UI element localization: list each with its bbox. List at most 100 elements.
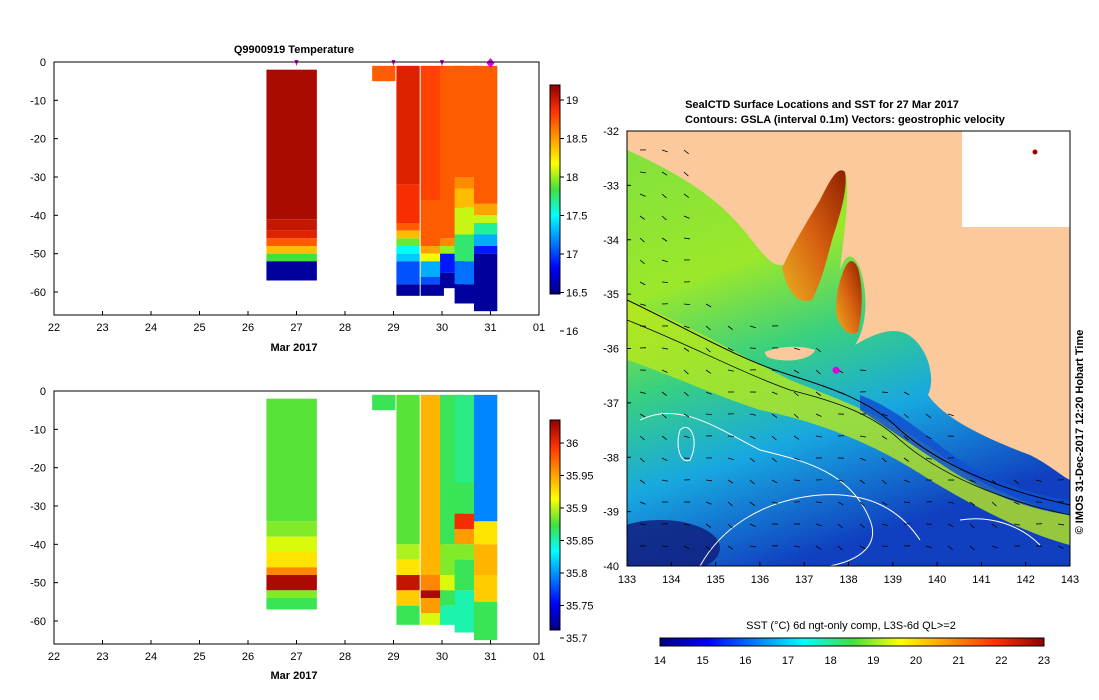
sal-profile-cell	[266, 590, 317, 598]
x-tick-label: 26	[242, 651, 254, 663]
x-tick-label: 31	[484, 322, 496, 334]
colorbar-label: 18.5	[566, 134, 587, 146]
velocity-vector	[991, 545, 998, 549]
salinity-colorbar-labels: 36 35.95 35.9 35.85 35.8 35.75 35.7	[560, 438, 594, 645]
velocity-vector	[859, 479, 866, 484]
velocity-vector	[727, 545, 734, 550]
sal-profile-cell	[454, 559, 478, 591]
temp-profile-cell	[396, 284, 420, 296]
lon-tick-label: 138	[839, 574, 857, 586]
y-tick-label: -60	[30, 616, 46, 628]
x-tick-label: 24	[145, 322, 157, 334]
velocity-vector	[705, 325, 711, 331]
spencer-gulf	[782, 170, 846, 302]
velocity-vector	[793, 545, 800, 548]
cold-water-patch	[627, 520, 720, 566]
temp-profile-cell	[396, 261, 420, 285]
temp-profile-cell	[420, 200, 444, 246]
map-panel: SealCTD Surface Locations and SST for 27…	[603, 99, 1086, 667]
sst-colorbar-label: 14	[654, 655, 666, 667]
cast-marker	[391, 60, 396, 66]
velocity-vector	[683, 435, 690, 439]
velocity-vector	[683, 215, 690, 219]
velocity-vector	[859, 457, 866, 461]
lon-tick-label: 136	[751, 574, 769, 586]
sal-profile-cell	[420, 613, 444, 625]
sst-colorbar-label: 16	[739, 655, 751, 667]
velocity-vector	[991, 523, 998, 528]
x-tick-label: 29	[387, 322, 399, 334]
temperature-cells	[266, 65, 498, 312]
velocity-vector	[683, 413, 690, 418]
sal-profile-cell	[420, 590, 444, 598]
x-tick-label: 28	[339, 322, 351, 334]
temp-profile-cell	[454, 188, 478, 208]
velocity-vector	[705, 413, 713, 416]
temp-profile-cell	[266, 238, 317, 246]
velocity-vector	[969, 501, 976, 506]
sal-profile-cell	[454, 529, 478, 545]
temp-profile-cell	[266, 261, 317, 281]
colorbar-label: 35.85	[566, 536, 594, 548]
lat-tick-label: -32	[603, 126, 619, 138]
y-tick-label: -40	[30, 539, 46, 551]
velocity-vector	[639, 237, 645, 243]
temp-profile-cell	[454, 284, 478, 304]
velocity-vector	[815, 435, 822, 438]
velocity-vector	[661, 479, 668, 482]
sst-colorbar-label: 21	[953, 655, 965, 667]
velocity-vector	[661, 391, 667, 396]
x-tick-label: 29	[387, 651, 399, 663]
velocity-vector	[639, 479, 646, 484]
velocity-vector	[727, 369, 734, 372]
velocity-vector	[683, 545, 690, 550]
map-lon-axis: 133 134 135 136 137 138 139 140 141 142 143	[618, 562, 1079, 586]
x-tick-label: 26	[242, 322, 254, 334]
velocity-vector	[705, 369, 712, 374]
temp-profile-cell	[266, 230, 317, 239]
temp-profile-cell	[454, 207, 478, 235]
temp-profile-cell	[420, 246, 444, 254]
colorbar-label: 35.9	[566, 503, 587, 515]
x-tick-label: 25	[193, 322, 205, 334]
lon-tick-label: 142	[1017, 574, 1035, 586]
velocity-vector	[749, 413, 756, 416]
velocity-vector	[1013, 523, 1020, 526]
colorbar-label: 35.8	[566, 568, 587, 580]
map-colorbar-caption: SST (°C) 6d ngt-only comp, L3S-6d QL>=2	[746, 620, 956, 632]
velocity-vector	[1057, 545, 1064, 549]
map-title-line1: SealCTD Surface Locations and SST for 27…	[685, 99, 959, 111]
sal-profile-cell	[474, 575, 498, 602]
lat-tick-label: -39	[603, 507, 619, 519]
y-tick-label: 0	[40, 57, 46, 69]
x-tick-label: 30	[436, 322, 448, 334]
velocity-vector	[749, 325, 756, 329]
velocity-vector	[749, 545, 756, 548]
velocity-vector	[683, 237, 690, 240]
map-colorbar	[659, 637, 1045, 647]
velocity-vector	[661, 259, 668, 263]
velocity-vector	[661, 457, 668, 462]
velocity-vector	[661, 149, 668, 153]
sal-profile-cell	[474, 394, 498, 522]
salinity-y-axis: 0 -10 -20 -30 -40 -50 -60	[30, 386, 58, 628]
map-title-line2: Contours: GSLA (interval 0.1m) Vectors: …	[685, 114, 1006, 126]
velocity-vector	[947, 545, 953, 551]
velocity-vector	[793, 369, 800, 374]
sst-colorbar-label: 18	[825, 655, 837, 667]
sal-profile-cell	[396, 605, 420, 625]
velocity-vector	[903, 501, 910, 504]
cast-marker	[294, 60, 299, 66]
velocity-vector	[793, 347, 800, 351]
velocity-vector	[661, 171, 668, 176]
velocity-vector	[683, 391, 689, 397]
temp-profile-cell	[266, 219, 317, 231]
colorbar-label: 17	[566, 249, 578, 261]
colorbar-label: 16	[566, 326, 578, 338]
temp-profile-cell	[266, 253, 317, 262]
velocity-vector	[903, 435, 909, 441]
temp-profile-cell	[474, 246, 498, 254]
velocity-vector	[947, 501, 954, 504]
temp-profile-cell	[454, 65, 478, 177]
